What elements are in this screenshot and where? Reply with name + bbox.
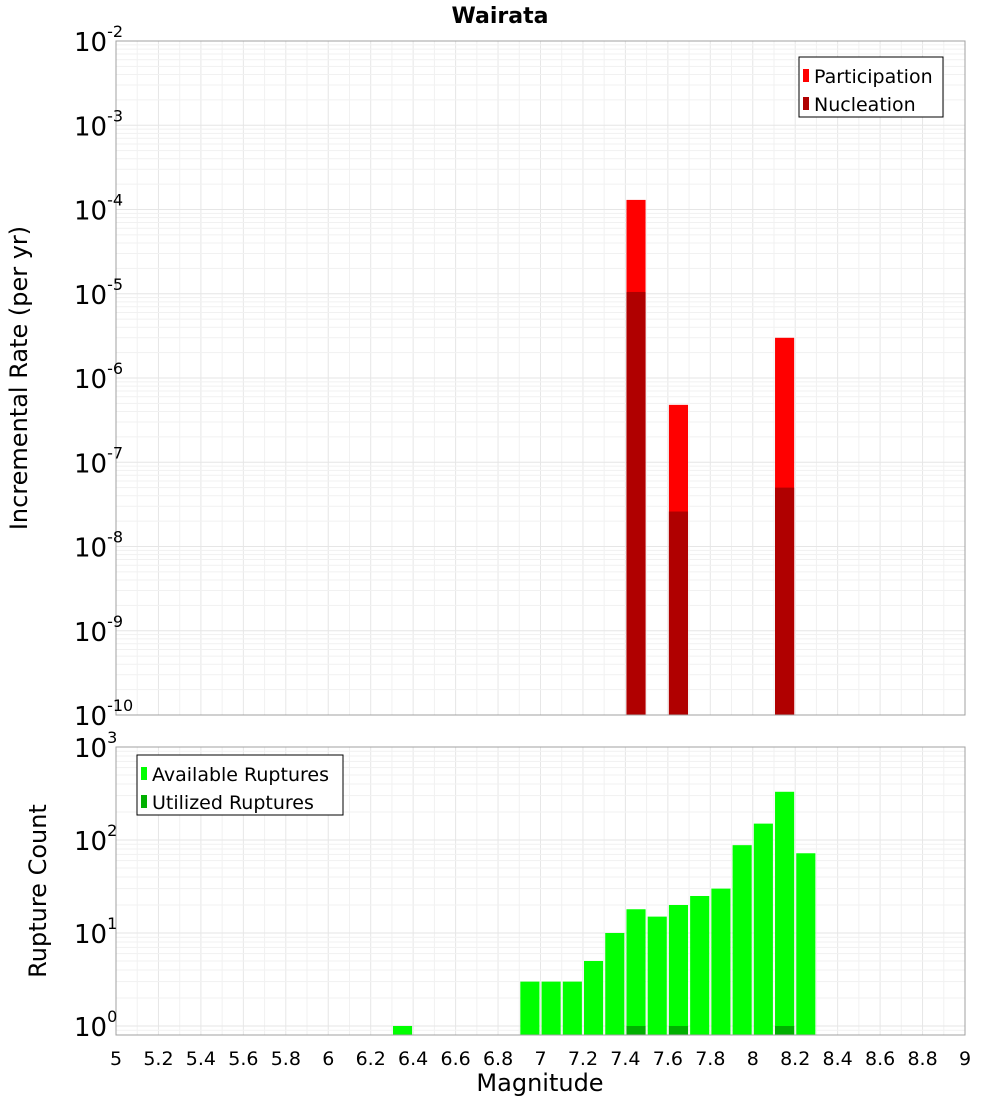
count-bar-utilized-ruptures xyxy=(668,1025,689,1035)
count-x-tick-label: 7.8 xyxy=(695,1048,725,1070)
count-bar-available-ruptures xyxy=(753,823,773,1035)
rate-y-tick-label: 10-2 xyxy=(74,22,123,58)
count-x-tick-label: 6.2 xyxy=(356,1048,386,1070)
rate-plot-area xyxy=(115,40,966,716)
rate-y-ticks: 10-10 10-9 10-8 10-7 10-6 10-5 10-4 10-3 10-2 xyxy=(74,22,133,732)
count-x-tick-label: 8.4 xyxy=(823,1048,853,1070)
count-legend-box xyxy=(136,754,344,816)
count-bar-available-ruptures xyxy=(562,981,582,1035)
count-bar-available-ruptures xyxy=(796,853,816,1035)
bottom-y-axis-label: Rupture Count xyxy=(24,804,52,978)
count-y-tick-label: 103 xyxy=(74,728,117,764)
top-y-axis-label: Incremental Rate (per yr) xyxy=(5,226,33,530)
rate-bar-nucleation xyxy=(626,291,646,715)
rate-legend-swatch xyxy=(803,97,809,110)
count-bar-available-ruptures xyxy=(690,895,710,1035)
rate-legend-label: Nucleation xyxy=(814,94,916,116)
count-x-tick-label: 5.4 xyxy=(186,1048,216,1070)
count-y-tick-label: 100 xyxy=(74,1007,117,1043)
rate-grid xyxy=(115,40,966,716)
count-x-tick-label: 6.8 xyxy=(483,1048,513,1070)
count-x-tick-label: 9 xyxy=(959,1048,971,1070)
count-bar-available-ruptures xyxy=(626,909,646,1035)
count-bar-available-ruptures xyxy=(584,960,604,1035)
rate-y-tick-label: 10-7 xyxy=(74,443,123,479)
count-x-tick-label: 5.8 xyxy=(271,1048,301,1070)
count-bar-available-ruptures xyxy=(668,904,689,1035)
count-bars xyxy=(392,791,816,1035)
chart-title: Wairata xyxy=(452,4,549,29)
count-bar-available-ruptures xyxy=(775,791,795,1035)
count-legend-swatch xyxy=(141,767,147,780)
count-bar-available-ruptures xyxy=(647,916,667,1035)
count-x-tick-label: 6 xyxy=(322,1048,334,1070)
rate-bar-nucleation xyxy=(775,487,795,715)
count-y-ticks: 100 101 102 103 xyxy=(74,728,117,1043)
rate-y-tick-label: 10-5 xyxy=(74,275,123,311)
count-x-tick-label: 8.6 xyxy=(865,1048,895,1070)
count-x-tick-label: 8 xyxy=(747,1048,759,1070)
count-y-tick-label: 101 xyxy=(74,914,117,950)
count-x-tick-label: 5.2 xyxy=(143,1048,173,1070)
count-plot-area xyxy=(115,746,966,1036)
count-x-tick-label: 8.8 xyxy=(907,1048,937,1070)
count-legend-label: Utilized Ruptures xyxy=(152,792,314,814)
count-x-tick-label: 6.4 xyxy=(398,1048,428,1070)
count-y-tick-label: 102 xyxy=(74,821,117,857)
rate-y-tick-label: 10-8 xyxy=(74,528,123,564)
count-x-tick-label: 5 xyxy=(110,1048,122,1070)
rate-y-tick-label: 10-9 xyxy=(74,612,123,648)
count-x-tick-label: 7 xyxy=(534,1048,546,1070)
count-x-tick-label: 7.6 xyxy=(653,1048,683,1070)
count-x-tick-label: 5.6 xyxy=(228,1048,258,1070)
count-x-tick-label: 7.2 xyxy=(568,1048,598,1070)
count-bar-utilized-ruptures xyxy=(775,1025,795,1035)
count-x-ticks: 5 5.2 5.4 5.6 5.8 6 6.2 6.4 6.6 6.8 7 7.2 7.4 7.6 7.8 8… xyxy=(110,1048,971,1070)
count-bar-available-ruptures xyxy=(605,932,625,1035)
rate-y-tick-label: 10-3 xyxy=(74,106,123,142)
count-x-tick-label: 6.6 xyxy=(440,1048,470,1070)
rate-bars xyxy=(626,199,795,715)
count-legend: Available Ruptures Utilized Ruptures xyxy=(136,754,344,816)
count-grid xyxy=(115,746,966,1036)
rate-bar-nucleation xyxy=(668,511,689,715)
count-bar-available-ruptures xyxy=(392,1025,413,1035)
count-legend-swatch xyxy=(141,795,147,808)
count-bar-available-ruptures xyxy=(732,845,752,1035)
rate-legend: Participation Nucleation xyxy=(798,56,944,118)
rate-legend-swatch xyxy=(803,69,809,82)
count-bar-utilized-ruptures xyxy=(626,1025,646,1035)
rate-panel: 10-10 10-9 10-8 10-7 10-6 10-5 10-4 10-3 10-2 Par… xyxy=(74,22,966,732)
count-x-tick-label: 7.4 xyxy=(610,1048,640,1070)
rate-y-tick-label: 10-4 xyxy=(74,191,123,227)
count-bar-available-ruptures xyxy=(520,981,540,1035)
count-bar-available-ruptures xyxy=(541,981,561,1035)
count-legend-label: Available Ruptures xyxy=(152,764,329,786)
x-axis-label: Magnitude xyxy=(476,1069,603,1097)
count-bar-available-ruptures xyxy=(711,888,731,1035)
rate-legend-label: Participation xyxy=(814,66,933,88)
rate-legend-box xyxy=(798,56,944,118)
rate-y-tick-label: 10-6 xyxy=(74,359,123,395)
count-x-tick-label: 8.2 xyxy=(780,1048,810,1070)
rate-y-tick-label: 10-10 xyxy=(74,696,133,732)
